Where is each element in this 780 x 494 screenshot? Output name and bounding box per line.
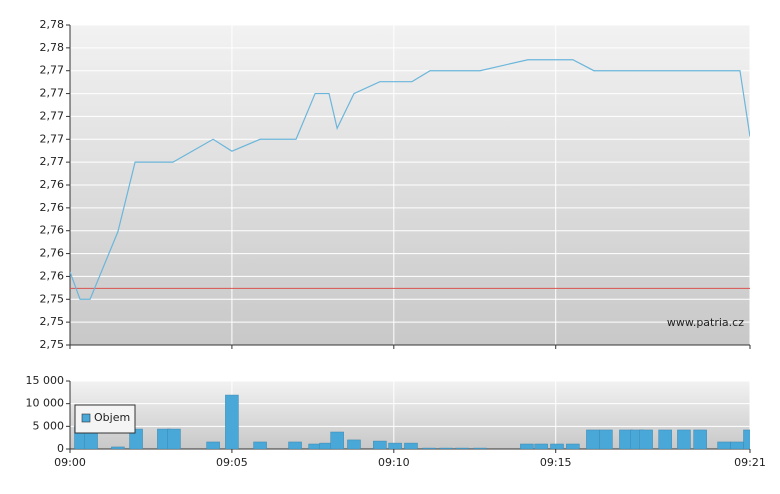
y-tick-label: 2,76 [40,269,65,282]
x-tick-label: 09:05 [216,456,248,469]
volume-bar [404,442,418,449]
volume-bar [330,431,344,449]
y-tick-label: 2,77 [40,132,65,145]
volume-bar [422,447,436,449]
volume-bar [253,441,267,449]
volume-bar [473,447,487,449]
y-tick-label: 2,77 [40,155,65,168]
y-tick-label: 2,76 [40,247,65,260]
volume-bar [520,443,534,449]
y-tick-label: 5 000 [33,419,65,432]
volume-bar [566,443,580,449]
volume-bar [206,441,220,449]
volume-bar [455,447,469,449]
legend-label: Objem [94,411,130,424]
volume-bar [534,443,548,449]
volume-chart: 0 5 000 10 000 15 000 09:00 09:05 09:10 09:15 09… [26,374,766,469]
price-chart: 2,75 2,75 2,75 2,76 2,76 2,76 2,76 2,76 2,77 2,77… [40,18,751,351]
volume-bar [693,429,707,449]
volume-bar [288,441,302,449]
volume-bar [129,428,143,449]
y-tick-label: 2,76 [40,201,65,214]
price-line [70,59,750,300]
y-tick-label: 15 000 [26,374,65,387]
y-tick-label: 2,76 [40,224,65,237]
x-tick-label: 09:10 [378,456,410,469]
volume-bar [599,429,613,449]
y-tick-label: 2,78 [40,41,65,54]
volume-bar [388,442,402,449]
y-tick-label: 2,77 [40,87,65,100]
x-tick-label: 09:21 [734,456,766,469]
watermark: www.patria.cz [667,316,744,329]
y-tick-label: 2,75 [40,338,65,351]
legend-swatch [81,413,91,423]
y-tick-label: 2,75 [40,315,65,328]
volume-bar [167,428,181,449]
y-tick-label: 2,77 [40,64,65,77]
volume-bar [658,429,672,449]
volume-bar [717,441,731,449]
y-tick-label: 2,78 [40,18,65,31]
volume-bar [225,394,239,449]
y-tick-label: 0 [57,442,64,455]
volume-bar [550,443,564,449]
volume-bar [743,429,750,449]
volume-bar [639,429,653,449]
volume-bar [439,447,453,449]
x-tick-label: 09:15 [540,456,572,469]
volume-bar [677,429,691,449]
y-tick-label: 2,76 [40,178,65,191]
y-tick-label: 10 000 [26,397,65,410]
volume-bar [730,441,744,449]
x-tick-label: 09:00 [54,456,86,469]
volume-bar [373,440,387,449]
y-tick-label: 2,77 [40,109,65,122]
volume-bar [111,446,125,449]
y-tick-label: 2,75 [40,292,65,305]
volume-bar [347,439,361,449]
volume-bar [586,429,600,449]
